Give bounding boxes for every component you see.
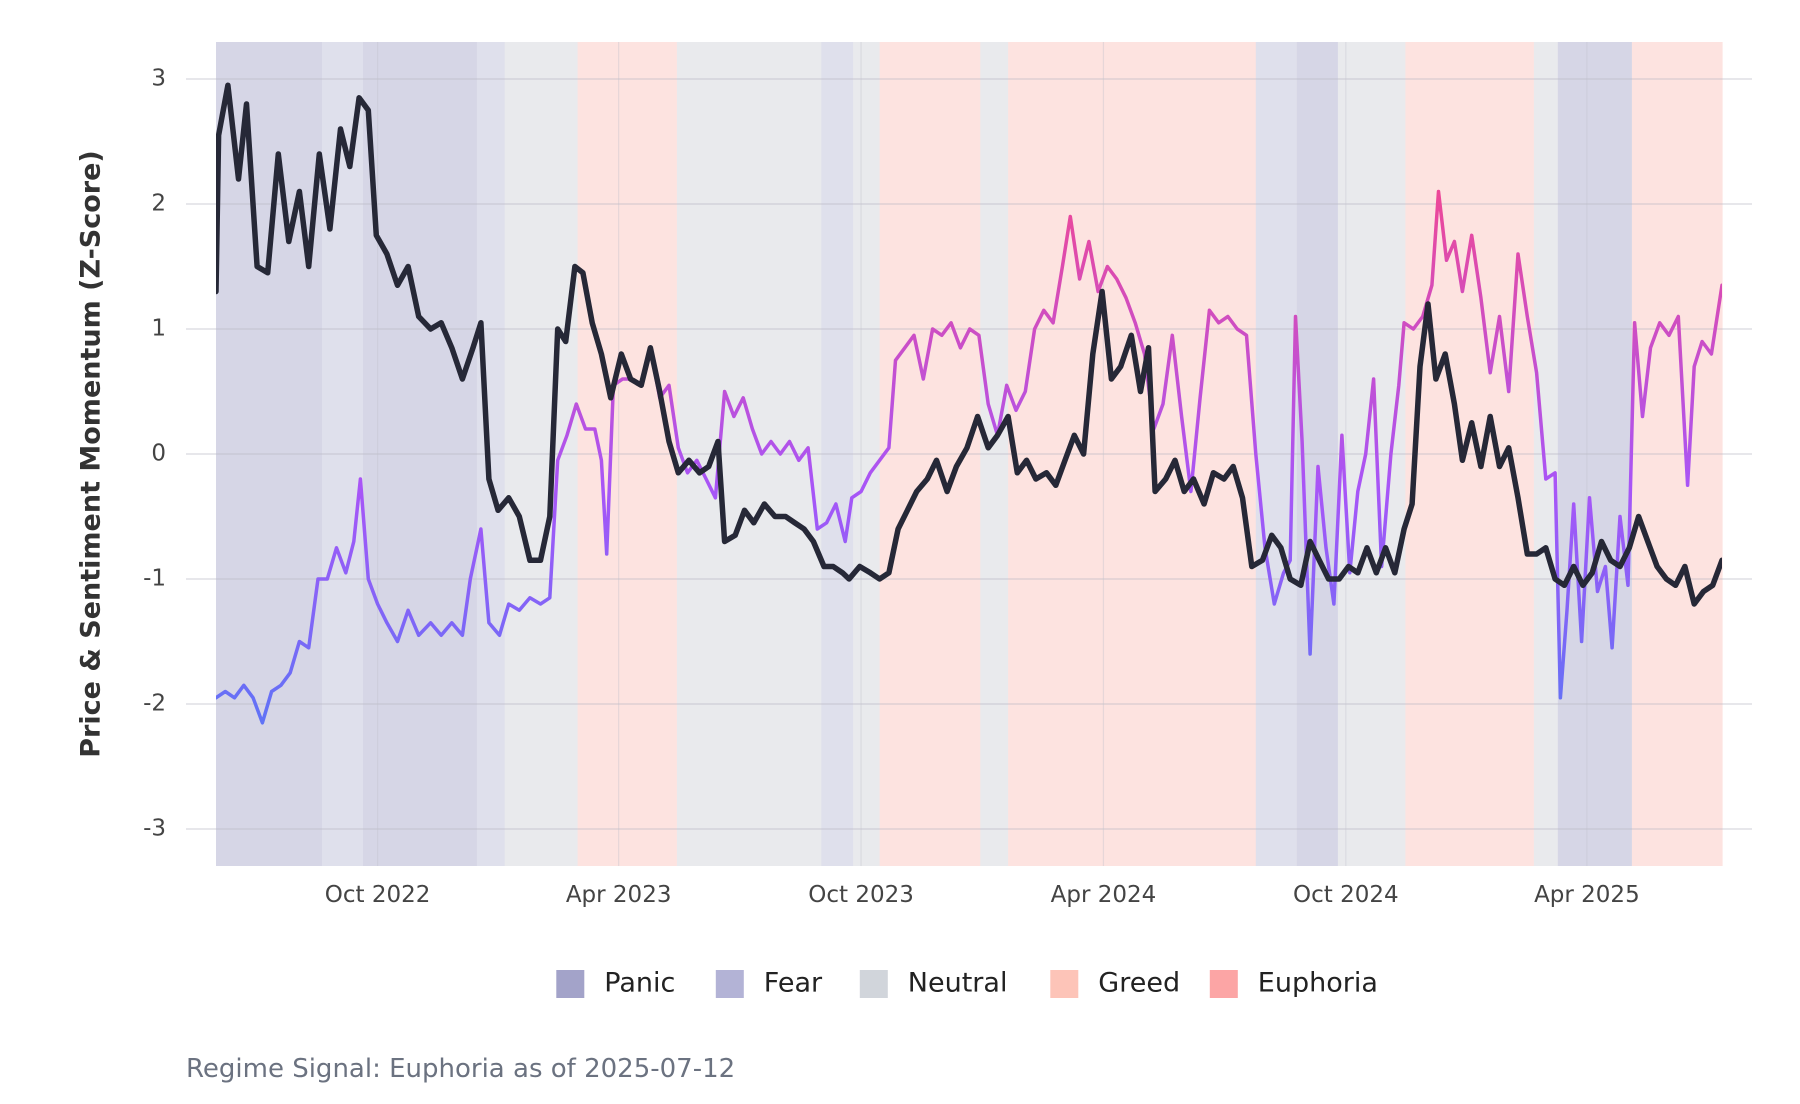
regime-band-fear [476, 42, 506, 866]
x-tick-label: Oct 2023 [808, 882, 914, 908]
y-tick-label: 1 [151, 316, 166, 342]
regime-band-panic [363, 42, 478, 866]
legend-swatch-panic [556, 970, 585, 998]
price-momentum-line [216, 82, 1722, 607]
y-tick-label: 3 [151, 66, 166, 92]
regime-band-greed [1405, 42, 1535, 866]
regime-band-greed [577, 42, 678, 866]
legend-swatch-euphoria [1209, 970, 1238, 998]
legend-label-greed: Greed [1098, 968, 1180, 999]
y-tick-label: -2 [143, 691, 166, 717]
legend-item-euphoria: Euphoria [1209, 968, 1378, 999]
y-tick-label: -3 [143, 816, 166, 842]
legend-item-neutral: Neutral [859, 968, 1008, 999]
legend-swatch-neutral [859, 970, 888, 998]
regime-band-neutral [853, 42, 881, 866]
legend-label-panic: Panic [604, 968, 675, 999]
legend: Panic Fear Neutral Greed Euphoria [556, 968, 1378, 999]
y-tick-label: 0 [151, 441, 166, 467]
regime-bands [216, 42, 1723, 866]
regime-caption: Regime Signal: Euphoria as of 2025-07-12 [186, 1054, 735, 1084]
x-tick-label: Oct 2022 [325, 882, 431, 908]
legend-item-fear: Fear [715, 968, 823, 999]
regime-band-neutral [980, 42, 1009, 866]
regime-band-fear [821, 42, 854, 866]
y-axis-ticks: 3 2 1 0 -1 -2 -3 [143, 66, 166, 842]
x-tick-label: Apr 2024 [1051, 882, 1157, 908]
x-tick-label: Apr 2023 [566, 882, 672, 908]
legend-label-neutral: Neutral [908, 968, 1008, 999]
regime-band-neutral [504, 42, 579, 866]
series-lines [216, 82, 1722, 725]
regime-band-panic [1557, 42, 1633, 866]
regime-band-neutral [1337, 42, 1407, 866]
y-axis-label: Price & Sentiment Momentum (Z-Score) [76, 150, 107, 758]
y-tick-label: -1 [143, 566, 166, 592]
legend-label-euphoria: Euphoria [1258, 968, 1378, 999]
regime-band-fear [322, 42, 364, 866]
y-tick-label: 2 [151, 191, 166, 217]
legend-swatch-fear [715, 970, 744, 998]
regime-band-neutral [1533, 42, 1559, 866]
legend-item-greed: Greed [1050, 968, 1180, 999]
regime-band-fear [1255, 42, 1298, 866]
regime-band-neutral [676, 42, 822, 866]
legend-item-panic: Panic [556, 968, 675, 999]
x-tick-label: Oct 2024 [1293, 882, 1399, 908]
legend-label-fear: Fear [764, 968, 823, 999]
regime-band-panic [216, 42, 323, 866]
regime-band-greed [1008, 42, 1257, 866]
x-axis-ticks: Oct 2022 Apr 2023 Oct 2023 Apr 2024 Oct 2024… [325, 882, 1640, 908]
x-tick-label: Apr 2025 [1534, 882, 1640, 908]
regime-band-greed [1631, 42, 1723, 866]
legend-swatch-greed [1050, 970, 1079, 998]
